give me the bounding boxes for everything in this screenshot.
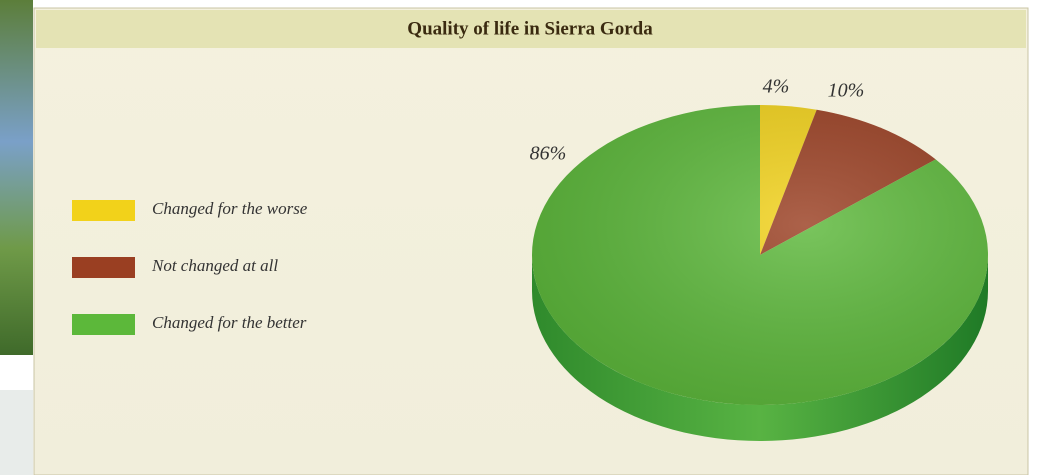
- title-bar: [36, 10, 1026, 48]
- legend-label: Changed for the better: [152, 313, 307, 332]
- legend: Changed for the worse Not changed at all C…: [72, 199, 308, 335]
- value-label: 4%: [763, 76, 790, 98]
- legend-swatch: [72, 314, 135, 335]
- photo-strip-lower: [0, 390, 33, 475]
- photo-strip: [0, 0, 33, 355]
- legend-swatch: [72, 200, 135, 221]
- legend-label: Changed for the worse: [152, 199, 308, 218]
- pie-side: [532, 255, 988, 441]
- value-label: 86%: [530, 143, 567, 165]
- pie-shade: [532, 105, 988, 405]
- legend-swatch: [72, 257, 135, 278]
- value-label: 10%: [828, 80, 865, 102]
- legend-label: Not changed at all: [151, 256, 278, 275]
- chart-title: Quality of life in Sierra Gorda: [407, 18, 653, 39]
- pie: 4% 10% 86%: [530, 76, 988, 441]
